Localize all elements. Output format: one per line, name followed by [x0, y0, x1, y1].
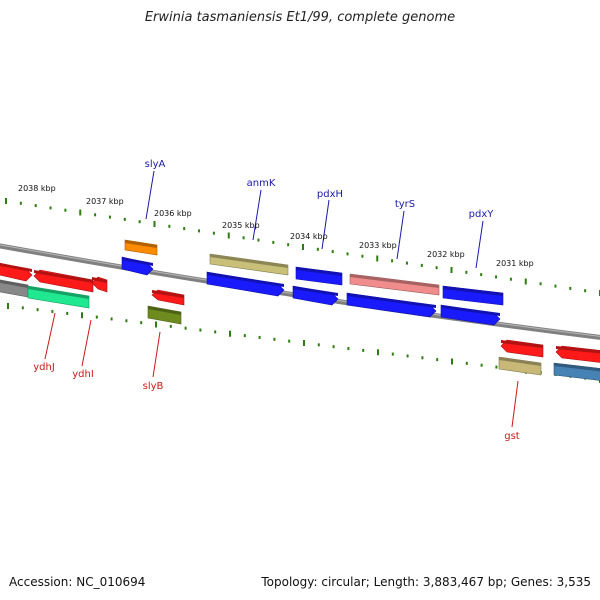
gene-feature-shade	[501, 340, 543, 348]
gene-feature	[91, 276, 108, 293]
kbp-label: 2031 kbp	[496, 259, 534, 268]
gene-feature-shade	[554, 363, 600, 372]
gene-feature-shade	[499, 357, 541, 366]
kbp-label: 2035 kbp	[222, 221, 260, 230]
gene-feature	[500, 339, 544, 358]
gene-feature-shade	[556, 346, 600, 354]
kbp-label: 2034 kbp	[290, 232, 328, 241]
gene-label-ydhJ: ydhJ	[33, 362, 55, 373]
gene-label-gst: gst	[504, 431, 520, 442]
gene-feature	[124, 239, 158, 256]
gene-feature	[498, 356, 542, 376]
gene-feature	[440, 304, 501, 326]
leader-line	[44, 312, 56, 360]
gene-label-anmK: anmK	[247, 178, 276, 189]
gene-feature	[27, 285, 90, 309]
leader-line	[396, 210, 405, 260]
gene-feature-shade	[148, 306, 181, 315]
gene-features	[0, 239, 600, 381]
gene-feature	[209, 253, 289, 276]
gene-feature	[292, 285, 339, 306]
kbp-label: 2037 kbp	[86, 197, 124, 206]
gene-label-leaders	[44, 170, 519, 428]
kbp-label: 2033 kbp	[359, 241, 397, 250]
leader-line	[511, 380, 519, 428]
genome-summary-text: Topology: circular; Length: 3,883,467 bp…	[261, 575, 591, 589]
gene-feature	[346, 292, 437, 318]
gene-feature-shade	[0, 262, 32, 272]
gene-feature-shade	[28, 286, 89, 299]
gene-feature-shade	[152, 290, 184, 298]
gene-feature	[555, 345, 600, 363]
gene-feature-shade	[0, 279, 28, 288]
gene-feature	[349, 273, 440, 296]
gene-feature-shade	[293, 286, 338, 296]
kbp-label: 2038 kbp	[18, 184, 56, 193]
leader-line	[145, 170, 155, 220]
kbp-label: 2032 kbp	[427, 250, 465, 259]
gene-feature	[295, 266, 343, 286]
kbp-tick-marks	[5, 198, 600, 383]
gene-label-pdxY: pdxY	[469, 209, 495, 220]
gene-label-slyA: slyA	[145, 159, 166, 170]
gene-feature-shade	[34, 270, 93, 283]
page-title: Erwinia tasmaniensis Et1/99, complete ge…	[144, 10, 456, 25]
gene-feature	[442, 285, 504, 306]
gene-feature	[206, 271, 285, 297]
gene-feature	[33, 269, 94, 293]
gene-feature-shade	[350, 274, 439, 288]
leader-line	[152, 331, 161, 378]
accession-text: Accession: NC_010694	[9, 575, 146, 589]
gene-feature-shade	[296, 267, 342, 276]
gene-label-pdxH: pdxH	[317, 189, 343, 200]
leader-line	[252, 189, 262, 241]
gene-label-slyB: slyB	[143, 381, 164, 392]
gene-feature-shade	[125, 240, 157, 248]
gene-feature	[0, 279, 29, 298]
gene-feature-shade	[210, 254, 288, 268]
gene-feature-shade	[92, 277, 107, 283]
gene-label-ydhI: ydhI	[72, 369, 94, 380]
leader-line	[81, 319, 92, 367]
gene-feature	[121, 256, 154, 276]
gene-label-tyrS: tyrS	[395, 199, 415, 210]
gene-feature	[553, 362, 600, 381]
gene-feature-shade	[347, 293, 436, 308]
gene-feature	[151, 289, 185, 306]
gene-feature	[0, 262, 33, 282]
gene-feature	[147, 305, 182, 325]
gene-feature-shade	[443, 286, 503, 296]
leader-line	[475, 220, 484, 269]
gene-feature-shade	[207, 272, 284, 287]
leader-line	[321, 199, 330, 250]
gene-feature-shade	[122, 257, 153, 266]
kbp-label: 2036 kbp	[154, 209, 192, 218]
gene-feature-shade	[441, 305, 500, 316]
